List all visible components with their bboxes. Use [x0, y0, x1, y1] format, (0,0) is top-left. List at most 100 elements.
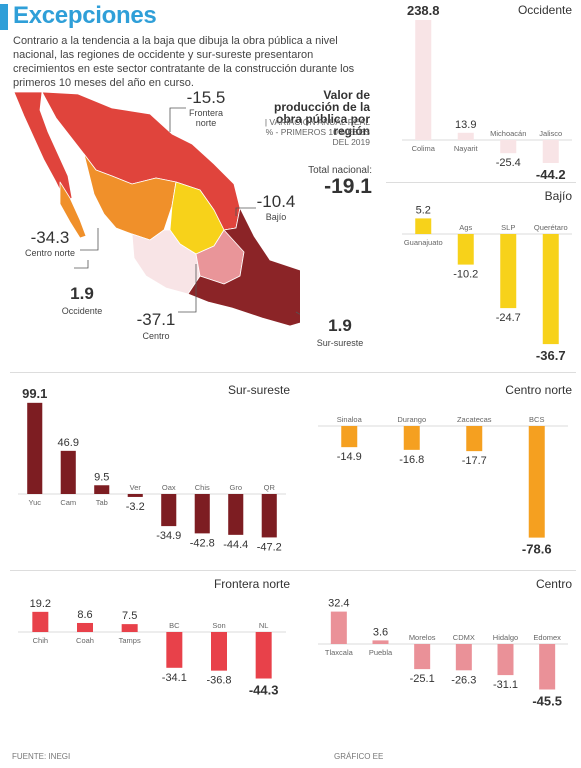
centro-tlaxcala-bar [330, 611, 347, 644]
frontera-norte-map-label: Frontera norte [188, 108, 223, 128]
sur-sureste-qr-category-label: QR [264, 483, 276, 492]
bajio-queretaro-bar [542, 234, 559, 345]
chart-frontera-norte: Frontera norte Chih 19.2 Coah 8.6 Tamps 7.5 BC -… [18, 577, 290, 698]
occidente-colima-category-label: Colima [412, 144, 436, 153]
total-national-value: -19.1 [324, 175, 372, 198]
centro-tlaxcala-value-label: 32.4 [328, 598, 349, 610]
bajio-map-label: Bajío [265, 212, 287, 222]
centro-edomex-category-label: Edomex [533, 633, 561, 642]
centro-norte-zacatecas-category-label: Zacatecas [457, 415, 492, 424]
frontera-norte-tamps-value-label: 7.5 [122, 610, 137, 622]
centro-hidalgo-value-label: -31.1 [493, 679, 518, 691]
sur-sureste-gro-bar [228, 494, 244, 535]
chart-occidente: Occidente Colima 238.8 Nayarit 13.9 Michoacán… [402, 3, 572, 182]
centro-morelos-value-label: -25.1 [410, 673, 435, 685]
occidente-michoacan-bar [500, 140, 517, 154]
centro-norte-durango-value-label: -16.8 [399, 454, 424, 466]
chart-centro-norte: Centro norte Sinaloa -14.9 Durango -16.8 Zaca… [318, 383, 572, 557]
bajio-map-value: -10.4 [256, 192, 296, 211]
bajio-queretaro-category-label: Querétaro [534, 223, 568, 232]
occidente-map-label: Occidente [61, 306, 103, 316]
sur-sureste-oax-value-label: -34.9 [156, 530, 181, 542]
divider-chart-rows [10, 570, 576, 571]
centro-norte-sinaloa-value-label: -14.9 [337, 451, 362, 463]
divider-map-charts [10, 372, 576, 373]
frontera-norte-nl-value-label: -44.3 [249, 683, 279, 698]
centro-puebla-value-label: 3.6 [373, 626, 388, 638]
bajio-slp-value-label: -24.7 [496, 312, 521, 324]
centro-norte-zacatecas-value-label: -17.7 [462, 455, 487, 467]
centro-norte-bcs-bar [528, 426, 545, 538]
sur-sureste-map-value: 1.9 [328, 316, 352, 335]
centro-morelos-bar [414, 644, 431, 670]
frontera-norte-son-bar [211, 632, 227, 671]
occidente-jalisco-bar [542, 140, 559, 163]
bajio-slp-category-label: SLP [501, 223, 515, 232]
sur-sureste-chart-title: Sur-sureste [228, 383, 290, 397]
bajio-guanajuato-value-label: 5.2 [416, 204, 431, 216]
occidente-chart-title: Occidente [518, 3, 572, 17]
sur-sureste-yuc-category-label: Yuc [28, 498, 41, 507]
region-baja-california [13, 91, 73, 203]
sur-sureste-oax-category-label: Oax [162, 483, 176, 492]
frontera-norte-tamps-category-label: Tamps [119, 636, 141, 645]
sur-sureste-ver-bar [127, 494, 143, 497]
bajio-ags-value-label: -10.2 [453, 269, 478, 281]
centro-hidalgo-bar [497, 644, 514, 676]
frontera-norte-bc-value-label: -34.1 [162, 672, 187, 684]
occidente-jalisco-category-label: Jalisco [539, 129, 562, 138]
frontera-norte-coah-value-label: 8.6 [77, 609, 92, 621]
occidente-map-value: 1.9 [70, 284, 94, 303]
frontera-norte-son-category-label: Son [212, 621, 225, 630]
bajio-guanajuato-bar [415, 218, 432, 234]
frontera-norte-map-value: -15.5 [186, 88, 226, 107]
region-centro-norte [83, 153, 177, 241]
map-title: Valor de producción de la obra pública p… [273, 88, 370, 138]
title-accent-bar [0, 4, 8, 30]
mexico-region-map [13, 91, 300, 327]
sur-sureste-yuc-bar [27, 402, 43, 494]
frontera-norte-tamps-bar [121, 624, 138, 632]
bajio-guanajuato-category-label: Guanajuato [404, 238, 443, 247]
frontera-norte-coah-category-label: Coah [76, 636, 94, 645]
region-bcs [59, 181, 87, 239]
sur-sureste-cam-category-label: Cam [60, 498, 76, 507]
footer-credit: GRÁFICO EE [334, 752, 384, 761]
centro-tlaxcala-category-label: Tlaxcala [325, 648, 354, 657]
centro-hidalgo-category-label: Hidalgo [493, 633, 518, 642]
frontera-norte-chih-bar [32, 611, 49, 632]
centro-map-value: -37.1 [136, 310, 176, 329]
frontera-norte-bc-category-label: BC [169, 621, 180, 630]
sur-sureste-yuc-value-label: 99.1 [22, 386, 47, 401]
centro-norte-bcs-value-label: -78.6 [522, 542, 552, 557]
sur-sureste-tab-bar [94, 485, 110, 494]
occidente-michoacan-category-label: Michoacán [490, 129, 526, 138]
centro-edomex-bar [539, 644, 556, 690]
bajio-chart-title: Bajío [545, 189, 573, 203]
occidente-colima-value-label: 238.8 [407, 3, 440, 18]
sur-sureste-oax-bar [161, 494, 177, 527]
sur-sureste-chis-bar [194, 494, 210, 534]
divider-occidente-bajio [386, 182, 576, 183]
frontera-norte-nl-category-label: NL [259, 621, 269, 630]
sur-sureste-cam-bar [60, 450, 76, 494]
frontera-norte-chart-title: Frontera norte [214, 577, 290, 591]
occidente-jalisco-value-label: -44.2 [536, 167, 566, 182]
occidente-nayarit-value-label: 13.9 [455, 119, 476, 131]
sur-sureste-ver-category-label: Ver [130, 483, 142, 492]
centro-cdmx-value-label: -26.3 [451, 674, 476, 686]
chart-bajio: Bajío Guanajuato 5.2 Ags -10.2 SLP -24.7 Querét… [402, 189, 573, 363]
bajio-ags-category-label: Ags [459, 223, 472, 232]
sur-sureste-chis-value-label: -42.8 [190, 537, 215, 549]
bajio-ags-bar [457, 234, 474, 265]
frontera-norte-son-value-label: -36.8 [206, 675, 231, 687]
centro-norte-sinaloa-bar [341, 426, 358, 448]
centro-cdmx-category-label: CDMX [453, 633, 475, 642]
frontera-norte-bc-bar [166, 632, 183, 668]
map-subtitle: | VARIACIÓN ANUAL REAL % - PRIMEROS 10 M… [264, 117, 370, 147]
frontera-norte-chih-category-label: Chih [33, 636, 48, 645]
occidente-nayarit-bar [457, 132, 474, 140]
centro-norte-chart-title: Centro norte [505, 383, 572, 397]
centro-norte-map-value: -34.3 [30, 228, 70, 247]
sur-sureste-gro-value-label: -44.4 [223, 539, 248, 551]
